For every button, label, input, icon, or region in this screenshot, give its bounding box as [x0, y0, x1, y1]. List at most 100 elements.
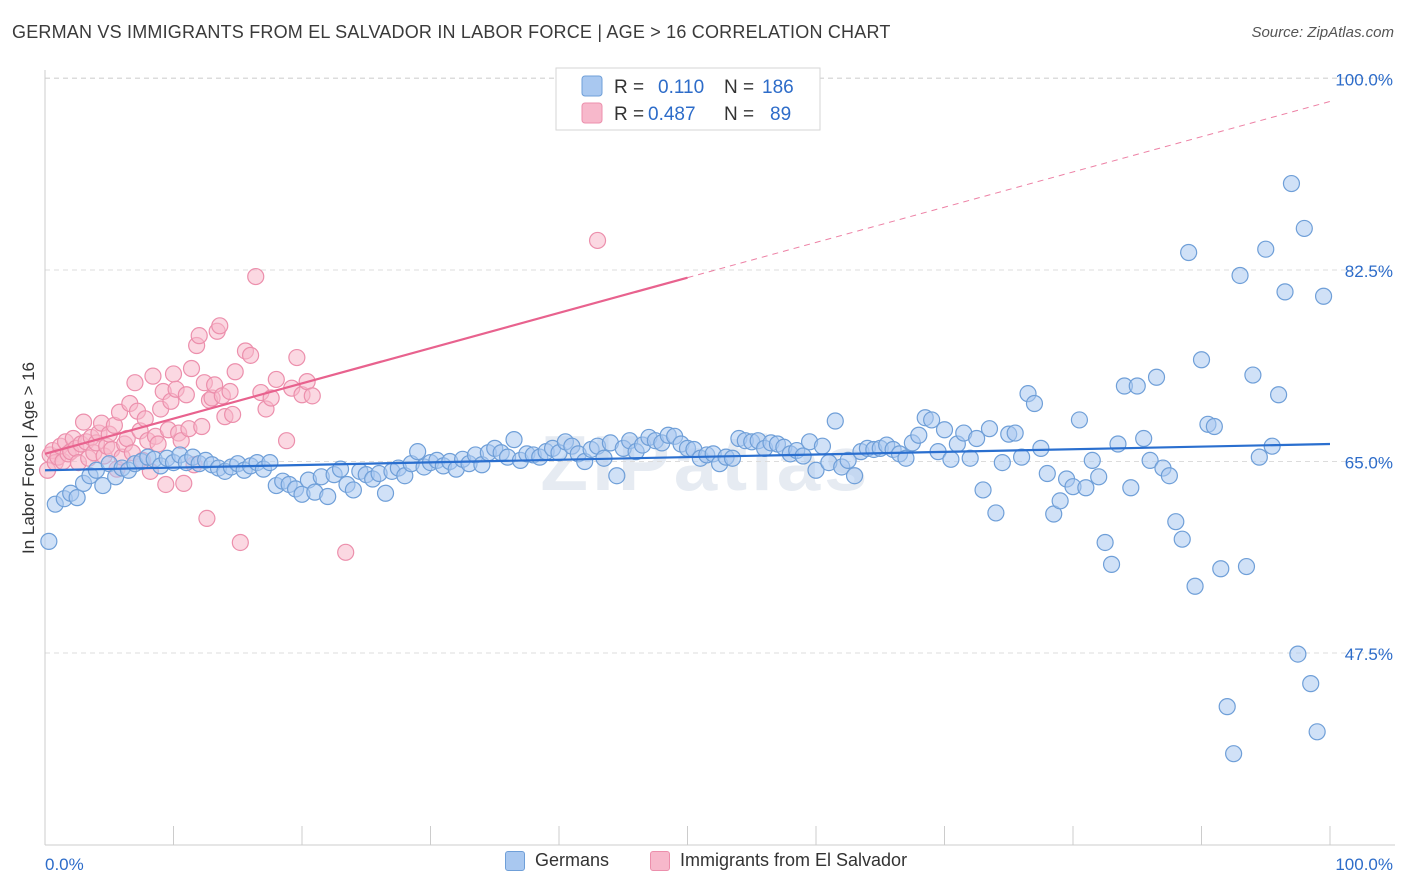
data-point-germans — [505, 431, 523, 449]
data-point-germans — [40, 532, 58, 550]
legend-r-label: R = — [614, 77, 644, 98]
data-point-germans — [344, 481, 362, 499]
data-point-germans — [845, 467, 864, 485]
data-point-germans — [319, 487, 337, 506]
data-point-germans — [1025, 394, 1044, 413]
data-point-germans — [608, 467, 626, 485]
data-point-germans — [935, 421, 954, 439]
data-point-germans — [961, 449, 979, 467]
legend-item-germans: Germans — [505, 850, 609, 871]
data-point-germans — [409, 443, 427, 461]
data-point-germans — [1038, 464, 1056, 483]
legend-label-germans: Germans — [535, 850, 610, 870]
series-el-salvador-points — [38, 231, 607, 561]
gridlines — [45, 77, 1395, 654]
x-tick-label: 0.0% — [45, 855, 84, 874]
data-point-germans — [1282, 174, 1301, 193]
data-point-germans — [813, 437, 832, 455]
data-point-el-salvador — [126, 374, 144, 392]
legend-r-label: R = — [614, 104, 644, 125]
data-point-el-salvador — [588, 231, 607, 250]
data-point-germans — [68, 489, 86, 507]
data-point-el-salvador — [177, 386, 195, 404]
series-germans-points — [40, 174, 1333, 763]
data-point-germans — [1212, 560, 1230, 578]
data-point-germans — [839, 451, 857, 470]
data-point-germans — [723, 449, 742, 467]
data-point-germans — [1250, 448, 1268, 466]
data-point-germans — [1244, 366, 1262, 384]
data-point-germans — [1032, 439, 1050, 457]
data-point-germans — [1109, 435, 1127, 453]
data-point-germans — [1302, 675, 1320, 693]
source-label: Source: ZipAtlas.com — [1251, 24, 1394, 41]
data-point-germans — [1160, 467, 1178, 485]
data-point-germans — [1096, 533, 1114, 552]
data-point-germans — [1314, 287, 1333, 305]
data-point-el-salvador — [164, 365, 183, 383]
legend-top: R = 0.110 N = 186 R = 0.487 N = 89 — [555, 67, 821, 131]
y-tick-label: 47.5% — [1345, 645, 1393, 664]
data-point-germans — [1006, 424, 1024, 442]
data-point-germans — [1237, 557, 1256, 576]
legend-swatch-el-salvador — [650, 850, 670, 871]
legend-n-label: N = — [724, 77, 754, 98]
data-point-germans — [1257, 240, 1275, 258]
legend-swatch-germans — [505, 850, 525, 871]
data-point-germans — [942, 450, 960, 468]
data-point-germans — [1012, 448, 1031, 466]
data-point-germans — [987, 504, 1005, 522]
data-point-germans — [968, 429, 986, 448]
data-point-el-salvador — [74, 413, 93, 431]
data-point-germans — [974, 481, 992, 499]
data-point-germans — [1231, 266, 1249, 285]
data-point-germans — [794, 447, 812, 465]
y-axis-label: In Labor Force | Age > 16 — [19, 362, 38, 554]
data-point-el-salvador — [224, 405, 242, 424]
data-point-el-salvador — [231, 533, 249, 552]
data-point-el-salvador — [221, 382, 239, 401]
data-point-germans — [1102, 555, 1121, 573]
data-point-el-salvador — [193, 417, 211, 436]
y-tick-label: 65.0% — [1345, 454, 1393, 473]
data-point-el-salvador — [211, 317, 229, 335]
data-point-germans — [1122, 479, 1140, 497]
data-point-germans — [261, 453, 279, 472]
data-point-germans — [1173, 530, 1191, 548]
data-point-el-salvador — [190, 327, 208, 345]
data-point-el-salvador — [303, 387, 321, 405]
data-point-germans — [807, 461, 825, 479]
data-point-germans — [1051, 492, 1069, 510]
legend-item-el-salvador: Immigrants from El Salvador — [650, 850, 907, 871]
data-point-germans — [1180, 243, 1198, 262]
y-tick-label: 82.5% — [1345, 262, 1393, 281]
data-point-germans — [910, 426, 928, 444]
data-point-germans — [1135, 429, 1153, 448]
y-tick-label: 100.0% — [1335, 71, 1393, 90]
data-point-germans — [1141, 451, 1159, 470]
legend-r-value: 0.487 — [648, 104, 696, 125]
chart-title: GERMAN VS IMMIGRANTS FROM EL SALVADOR IN… — [12, 22, 891, 42]
y-tick-labels: 47.5% 65.0% 82.5% 100.0% — [1335, 71, 1393, 665]
data-point-germans — [923, 411, 941, 429]
data-point-el-salvador — [288, 348, 306, 367]
data-point-germans — [1077, 479, 1095, 497]
data-point-germans — [376, 484, 395, 502]
data-point-germans — [1205, 417, 1223, 436]
data-point-germans — [1269, 386, 1288, 404]
data-point-germans — [897, 449, 915, 467]
data-point-germans — [1192, 351, 1211, 369]
data-point-el-salvador — [175, 474, 193, 492]
data-point-el-salvador — [247, 267, 265, 286]
data-point-germans — [1276, 283, 1294, 301]
legend-bottom: Germans Immigrants from El Salvador — [0, 850, 1406, 880]
data-point-germans — [980, 420, 999, 438]
data-point-germans — [826, 412, 844, 430]
data-point-el-salvador — [157, 475, 175, 494]
data-point-germans — [993, 453, 1011, 472]
data-point-el-salvador — [182, 359, 201, 378]
data-point-el-salvador — [337, 543, 355, 561]
data-point-germans — [1147, 368, 1166, 386]
data-point-el-salvador — [198, 509, 216, 528]
